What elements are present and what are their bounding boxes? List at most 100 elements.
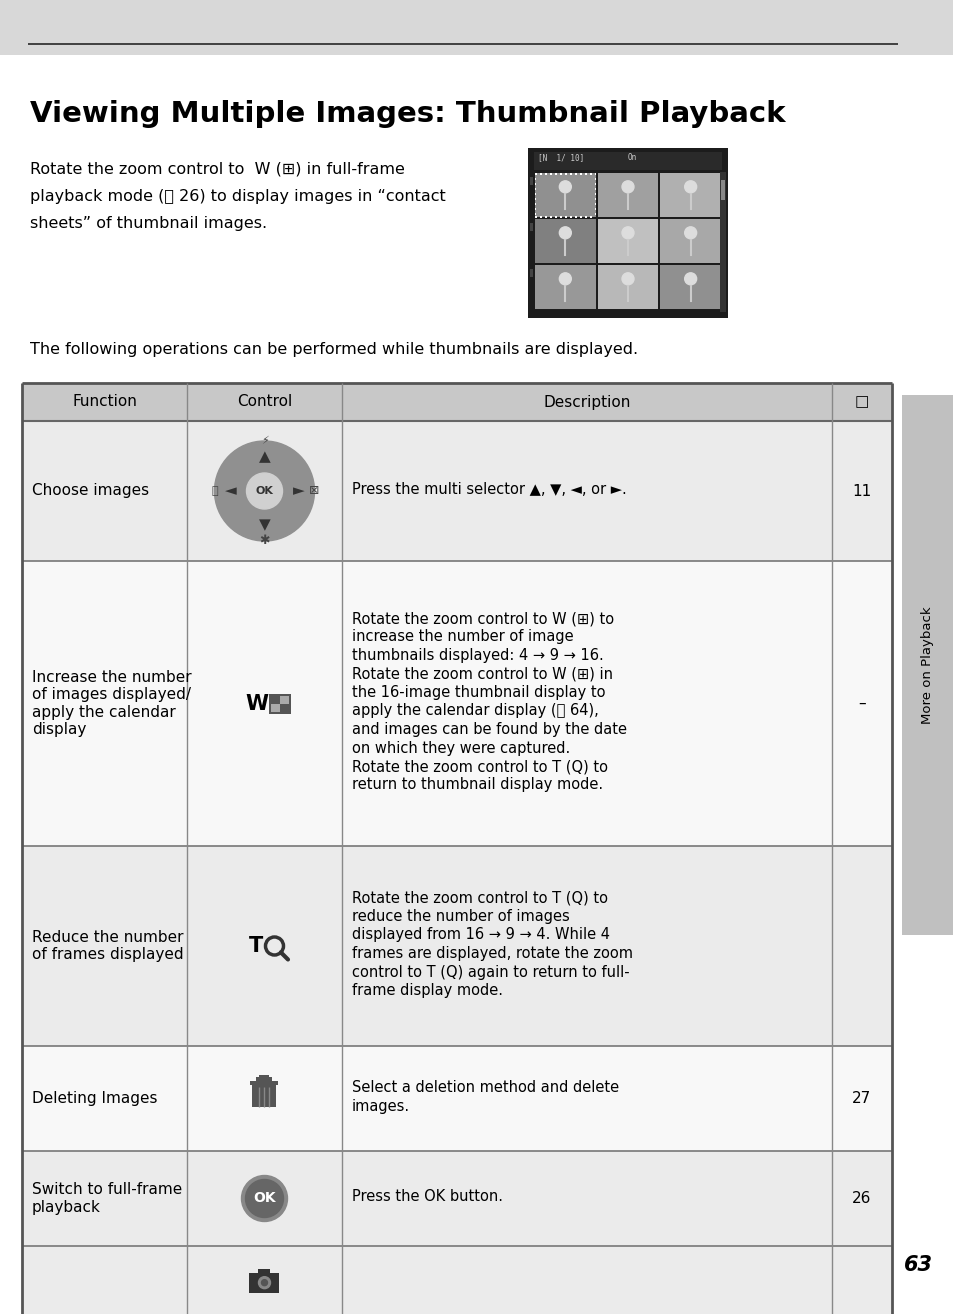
- Bar: [22, 420, 891, 561]
- Circle shape: [558, 227, 571, 239]
- Bar: [597, 219, 658, 263]
- Text: The following operations can be performed while thumbnails are displayed.: The following operations can be performe…: [30, 342, 638, 357]
- Text: return to thumbnail display mode.: return to thumbnail display mode.: [352, 778, 602, 792]
- Bar: [0, 0, 953, 55]
- Text: thumbnails displayed: 4 → 9 → 16.: thumbnails displayed: 4 → 9 → 16.: [352, 648, 603, 664]
- Bar: [584, 215, 586, 218]
- Text: –: –: [858, 696, 865, 711]
- Text: Rotate the zoom control to T (Q) to: Rotate the zoom control to T (Q) to: [352, 891, 607, 905]
- Bar: [559, 173, 561, 175]
- Text: OK: OK: [253, 1192, 275, 1205]
- Bar: [564, 173, 566, 175]
- Text: ▲: ▲: [258, 449, 270, 465]
- Bar: [22, 382, 891, 420]
- Text: ⊠: ⊠: [309, 485, 319, 498]
- Text: reduce the number of images: reduce the number of images: [352, 909, 569, 924]
- Bar: [535, 177, 536, 180]
- Circle shape: [558, 273, 571, 285]
- Bar: [555, 215, 557, 218]
- Text: OK: OK: [255, 486, 274, 495]
- Bar: [530, 223, 533, 231]
- Circle shape: [558, 181, 571, 193]
- Bar: [259, 1075, 269, 1079]
- Bar: [550, 215, 552, 218]
- Circle shape: [246, 473, 282, 509]
- Text: Press the multi selector ▲, ▼, ◄, or ►.: Press the multi selector ▲, ▼, ◄, or ►.: [352, 482, 626, 497]
- Bar: [659, 265, 720, 309]
- Text: Viewing Multiple Images: Thumbnail Playback: Viewing Multiple Images: Thumbnail Playb…: [30, 100, 785, 127]
- Bar: [272, 695, 280, 703]
- Bar: [535, 188, 536, 191]
- Bar: [720, 180, 724, 200]
- Text: ⌛: ⌛: [211, 486, 217, 495]
- Bar: [594, 183, 596, 185]
- Text: T: T: [249, 936, 263, 957]
- Bar: [530, 269, 533, 277]
- Text: frame display mode.: frame display mode.: [352, 983, 502, 999]
- Text: and images can be found by the date: and images can be found by the date: [352, 721, 626, 737]
- Bar: [594, 198, 596, 200]
- Text: 11: 11: [851, 484, 871, 498]
- Bar: [535, 193, 536, 194]
- Bar: [535, 208, 536, 210]
- Bar: [559, 215, 561, 218]
- Bar: [597, 173, 658, 217]
- Bar: [269, 694, 292, 714]
- Bar: [584, 173, 586, 175]
- Text: apply the calendar display (⧉ 64),: apply the calendar display (⧉ 64),: [352, 703, 598, 719]
- Text: playback mode (⧉ 26) to display images in “contact: playback mode (⧉ 26) to display images i…: [30, 189, 445, 204]
- Text: ◄: ◄: [224, 484, 236, 498]
- Text: Select a deletion method and delete: Select a deletion method and delete: [352, 1080, 618, 1095]
- Bar: [597, 265, 658, 309]
- Text: On: On: [627, 152, 637, 162]
- Bar: [535, 173, 536, 175]
- Text: Deleting Images: Deleting Images: [32, 1091, 157, 1106]
- Bar: [901, 396, 953, 936]
- Text: displayed from 16 → 9 → 4. While 4: displayed from 16 → 9 → 4. While 4: [352, 928, 609, 942]
- Circle shape: [621, 273, 634, 285]
- Bar: [569, 215, 572, 218]
- Circle shape: [621, 227, 634, 239]
- Bar: [535, 215, 537, 218]
- Bar: [594, 193, 596, 194]
- Bar: [544, 215, 546, 218]
- Bar: [659, 219, 720, 263]
- Bar: [720, 172, 725, 311]
- Bar: [251, 1080, 278, 1084]
- Bar: [575, 215, 577, 218]
- Bar: [22, 1246, 891, 1314]
- Bar: [253, 1084, 276, 1106]
- Bar: [589, 215, 592, 218]
- Bar: [579, 215, 581, 218]
- Bar: [594, 208, 596, 210]
- Text: ✱: ✱: [259, 535, 270, 548]
- Text: on which they were captured.: on which they were captured.: [352, 741, 570, 756]
- Text: Reduce the number
of frames displayed: Reduce the number of frames displayed: [32, 930, 183, 962]
- Circle shape: [261, 1280, 267, 1285]
- Bar: [555, 173, 557, 175]
- Text: ⚡: ⚡: [260, 436, 268, 445]
- Text: images.: images.: [352, 1099, 410, 1113]
- Bar: [535, 202, 536, 205]
- Bar: [535, 198, 536, 200]
- Circle shape: [241, 1176, 287, 1222]
- Text: control to T (Q) again to return to full-: control to T (Q) again to return to full…: [352, 964, 629, 979]
- Text: increase the number of image: increase the number of image: [352, 629, 573, 644]
- Bar: [659, 173, 720, 217]
- Circle shape: [684, 181, 696, 193]
- Text: Choose images: Choose images: [32, 484, 149, 498]
- Circle shape: [684, 227, 696, 239]
- Circle shape: [245, 1180, 283, 1218]
- Text: ►: ►: [293, 484, 304, 498]
- Bar: [280, 703, 289, 711]
- Text: More on Playback: More on Playback: [921, 606, 934, 724]
- Circle shape: [621, 181, 634, 193]
- Ellipse shape: [214, 442, 314, 541]
- Bar: [535, 173, 595, 217]
- Bar: [535, 173, 537, 175]
- Text: □: □: [854, 394, 868, 410]
- Text: 26: 26: [851, 1190, 871, 1206]
- Bar: [575, 173, 577, 175]
- Bar: [539, 173, 541, 175]
- Circle shape: [258, 1277, 271, 1289]
